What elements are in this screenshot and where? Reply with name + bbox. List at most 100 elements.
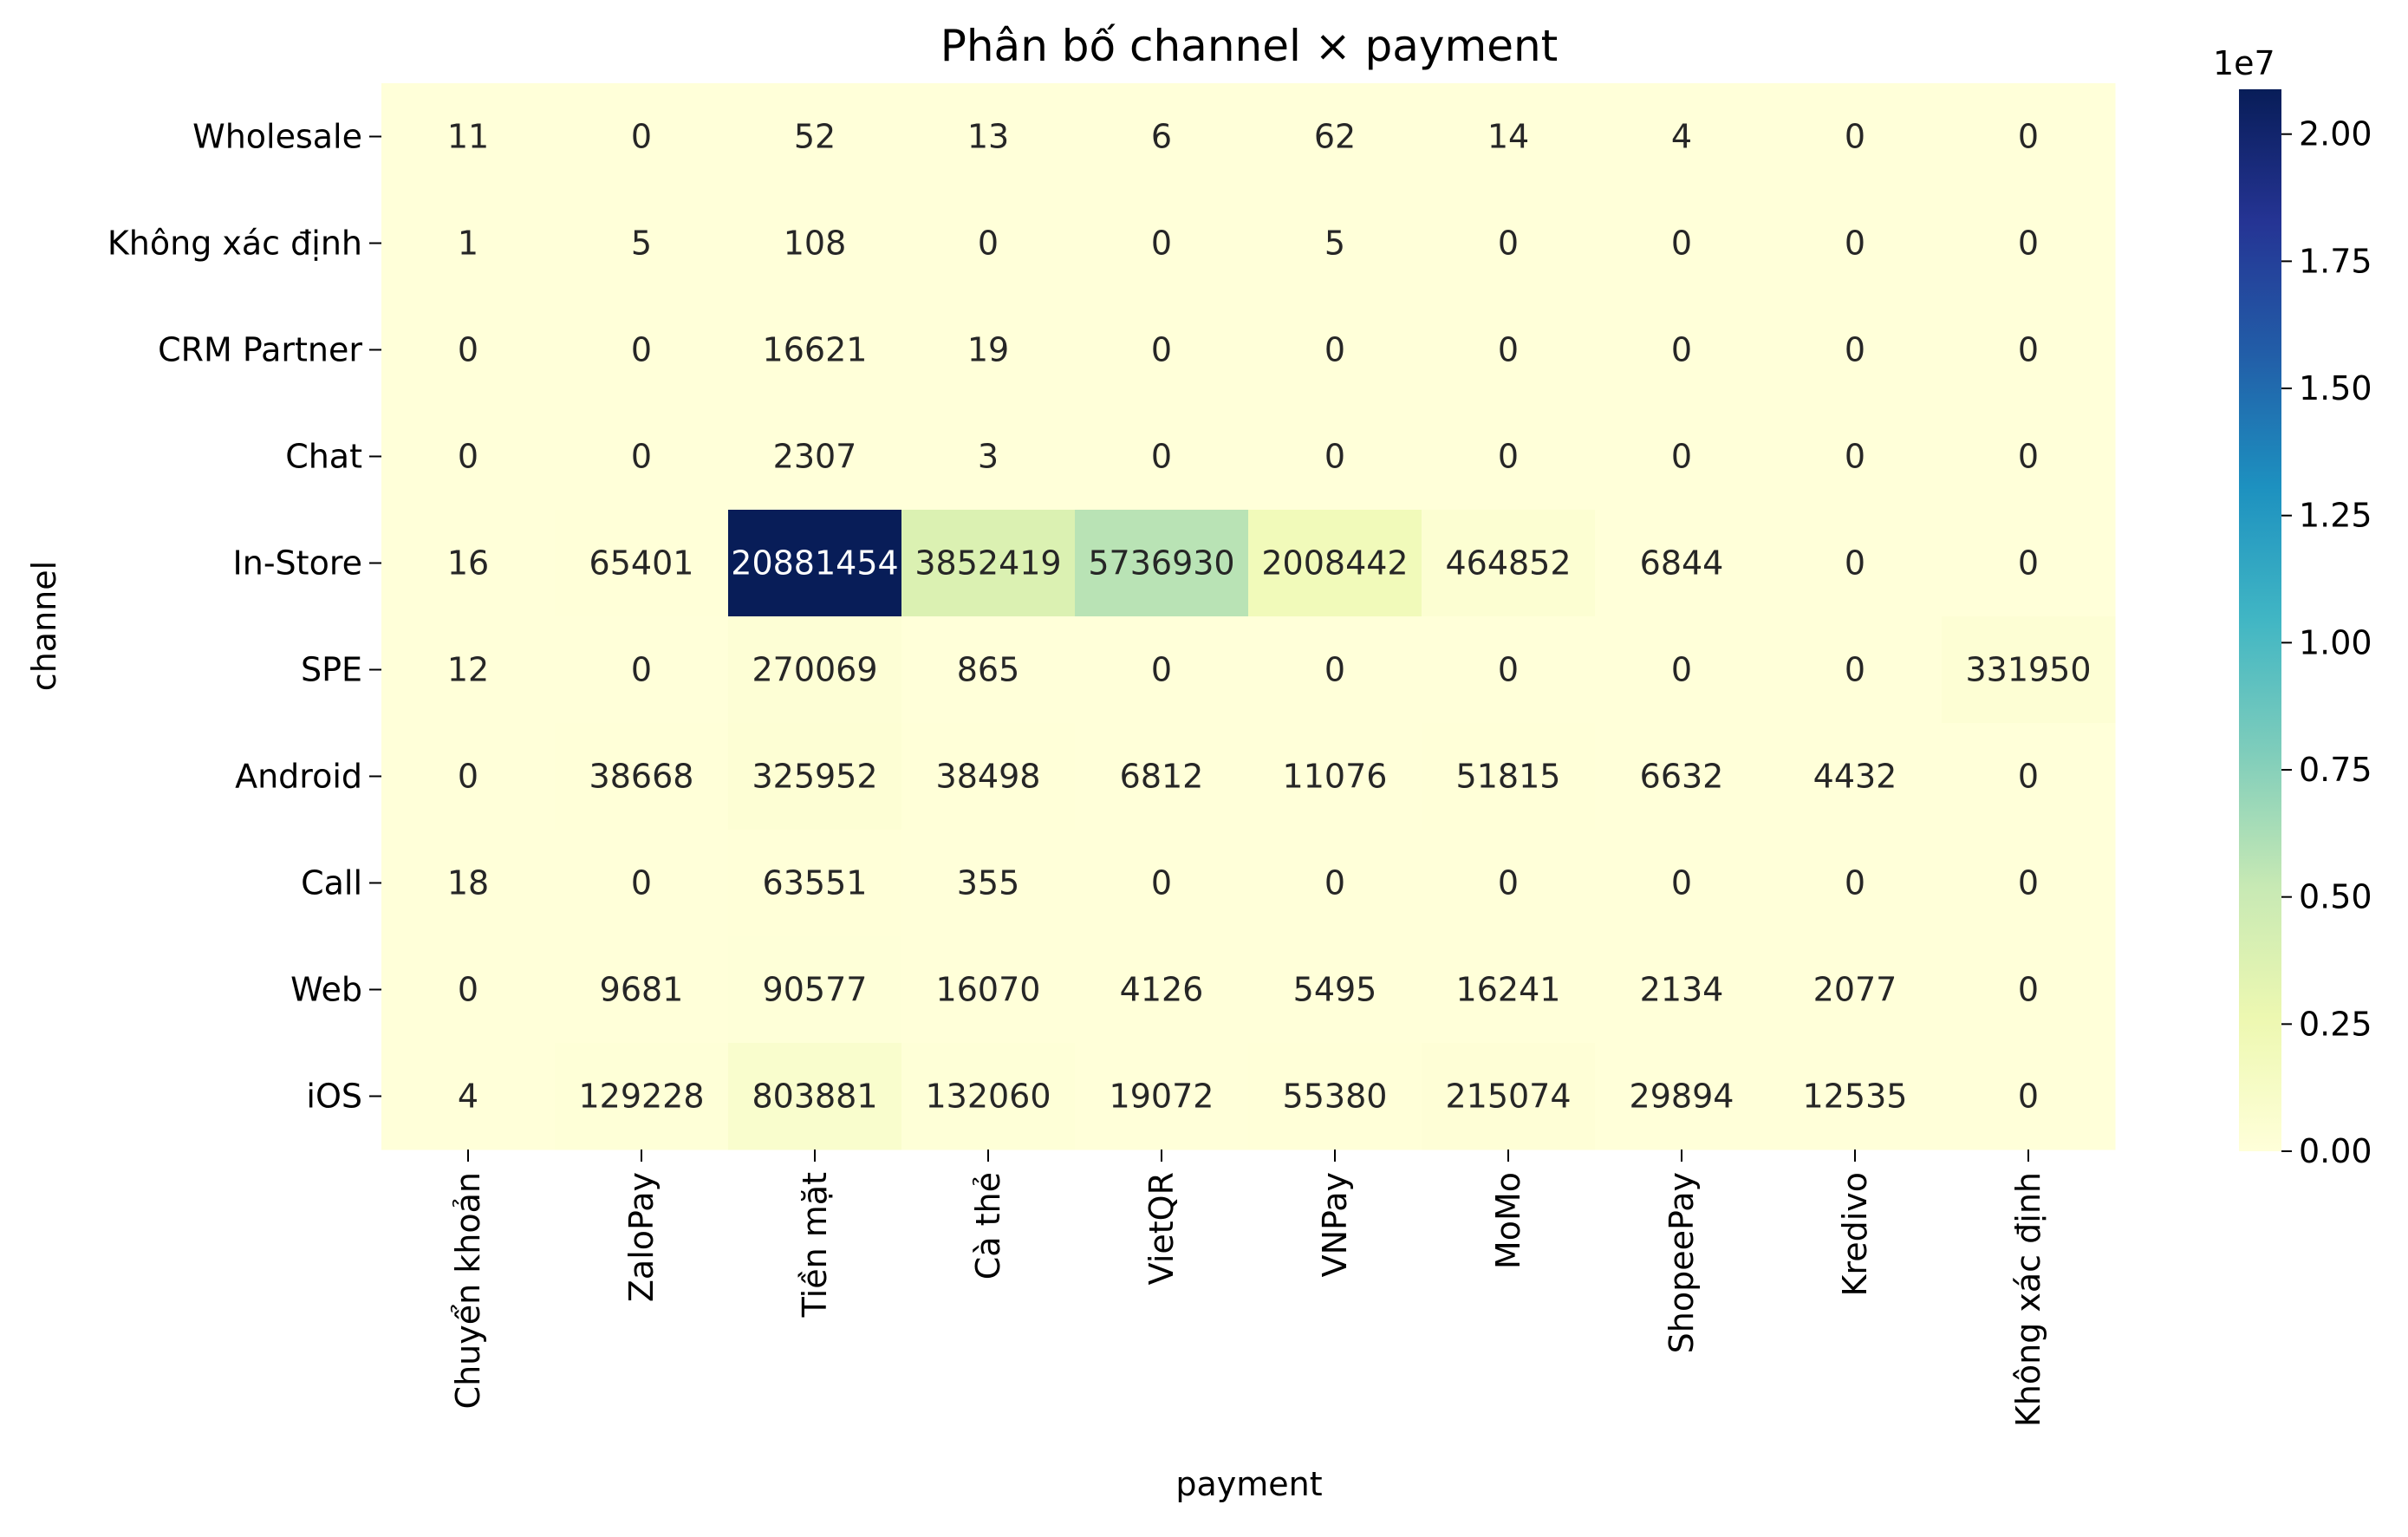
x-tick-label: MoMo — [1489, 1172, 1527, 1269]
cell-value-label: 0 — [1845, 118, 1865, 156]
cell-value-label: 0 — [2018, 1078, 2039, 1116]
cell-value-label: 51815 — [1456, 758, 1561, 796]
cell-value-label: 5736930 — [1088, 544, 1234, 583]
heatmap-cell — [381, 403, 556, 511]
cell-value-label: 0 — [1845, 438, 1865, 476]
cell-value-label: 3 — [978, 438, 999, 476]
cell-value-label: 0 — [1324, 864, 1345, 902]
heatmap-cells — [381, 83, 2116, 1150]
cell-value-label: 4126 — [1120, 971, 1204, 1009]
cell-value-label: 65401 — [589, 544, 694, 583]
cell-value-label: 0 — [2018, 438, 2039, 476]
cell-value-label: 11076 — [1283, 758, 1388, 796]
heatmap-cell — [901, 296, 1076, 404]
heatmap-cell — [728, 83, 902, 191]
heatmap-cell — [1248, 936, 1422, 1044]
colorbar-tick-label: 0.75 — [2299, 751, 2372, 789]
heatmap-cell — [1595, 1043, 1769, 1150]
cell-value-label: 0 — [2018, 864, 2039, 902]
cell-value-label: 0 — [2018, 225, 2039, 263]
heatmap-cell — [728, 723, 902, 830]
cell-value-label: 0 — [458, 758, 478, 796]
cell-value-label: 0 — [631, 118, 652, 156]
cell-value-label: 108 — [784, 225, 847, 263]
heatmap-cell — [381, 1043, 556, 1150]
heatmap-cell — [1595, 723, 1769, 830]
cell-value-label: 5 — [1324, 225, 1345, 263]
heatmap-cell — [1595, 510, 1769, 617]
cell-value-label: 270069 — [752, 651, 877, 689]
cell-value-label: 62 — [1314, 118, 1356, 156]
cell-value-label: 865 — [957, 651, 1020, 689]
y-tick-label: Android — [235, 758, 362, 796]
heatmap-cell — [1075, 1043, 1249, 1150]
heatmap-cell — [555, 296, 729, 404]
cell-value-label: 2008442 — [1261, 544, 1408, 583]
heatmap-cell — [1942, 190, 2116, 297]
cell-value-label: 19072 — [1110, 1078, 1214, 1116]
colorbar-tick-label: 0.50 — [2299, 878, 2372, 916]
cell-value-label: 0 — [2018, 331, 2039, 369]
cell-value-label: 0 — [1498, 651, 1519, 689]
heatmap-cell — [901, 510, 1076, 617]
heatmap-cell — [1248, 83, 1422, 191]
heatmap-cell — [1942, 1043, 2116, 1150]
heatmap-cell — [1422, 616, 1596, 724]
cell-value-label: 12535 — [1803, 1078, 1908, 1116]
heatmap-cell — [1248, 830, 1422, 937]
heatmap-cell — [901, 403, 1076, 511]
heatmap-cell — [1595, 296, 1769, 404]
heatmap-cell — [1248, 190, 1422, 297]
x-tick-label: Tiền mặt — [796, 1172, 834, 1318]
heatmap-cell — [901, 83, 1076, 191]
cell-value-label: 13 — [967, 118, 1009, 156]
heatmap-cell — [1248, 510, 1422, 617]
heatmap-cell — [1595, 83, 1769, 191]
cell-value-label: 6812 — [1120, 758, 1204, 796]
heatmap-cell — [1942, 936, 2116, 1044]
heatmap-cell — [1942, 83, 2116, 191]
x-tick-label: ShopeePay — [1663, 1172, 1701, 1353]
cell-value-label: 0 — [458, 438, 478, 476]
heatmap-cell — [1768, 936, 1943, 1044]
heatmap-cell — [728, 403, 902, 511]
heatmap-cell — [555, 1043, 729, 1150]
cell-value-label: 0 — [458, 331, 478, 369]
heatmap-cell — [381, 830, 556, 937]
cell-value-label: 0 — [1671, 864, 1692, 902]
cell-value-label: 29894 — [1630, 1078, 1734, 1116]
cell-value-label: 6844 — [1640, 544, 1724, 583]
heatmap-cell — [728, 830, 902, 937]
cell-value-label: 55380 — [1283, 1078, 1388, 1116]
cell-value-label: 132060 — [925, 1078, 1051, 1116]
heatmap-cell — [1768, 510, 1943, 617]
cell-value-label: 0 — [1498, 864, 1519, 902]
x-tick-label: ZaloPay — [622, 1172, 661, 1302]
cell-value-label: 0 — [1498, 225, 1519, 263]
heatmap-cell — [1595, 936, 1769, 1044]
chart-title: Phân bố channel × payment — [940, 21, 1559, 71]
heatmap-cell — [1248, 296, 1422, 404]
cell-value-label: 0 — [1671, 331, 1692, 369]
cell-value-label: 20881454 — [731, 544, 898, 583]
heatmap-cell — [728, 296, 902, 404]
cell-value-label: 803881 — [752, 1078, 877, 1116]
colorbar-tick-label: 1.75 — [2299, 242, 2372, 280]
y-tick-label: Web — [290, 971, 362, 1009]
heatmap-cell — [1075, 936, 1249, 1044]
cell-value-label: 2077 — [1813, 971, 1897, 1009]
cell-value-label: 16070 — [936, 971, 1041, 1009]
cell-value-label: 0 — [1151, 651, 1172, 689]
heatmap-cell — [1075, 83, 1249, 191]
heatmap-cell-labels: 11 0 52 13 6 62 14 4 0 0 1 5 108 0 0 5 0 0 0 0 0 0 16621 19 0 0 0 0… — [447, 118, 2092, 1116]
y-tick-label: Call — [301, 864, 362, 902]
cell-value-label: 0 — [631, 651, 652, 689]
heatmap-cell — [1422, 1043, 1596, 1150]
heatmap-cell — [1422, 403, 1596, 511]
heatmap-cell — [1422, 83, 1596, 191]
heatmap-cell — [555, 723, 729, 830]
cell-value-label: 0 — [1498, 438, 1519, 476]
cell-value-label: 464852 — [1445, 544, 1571, 583]
